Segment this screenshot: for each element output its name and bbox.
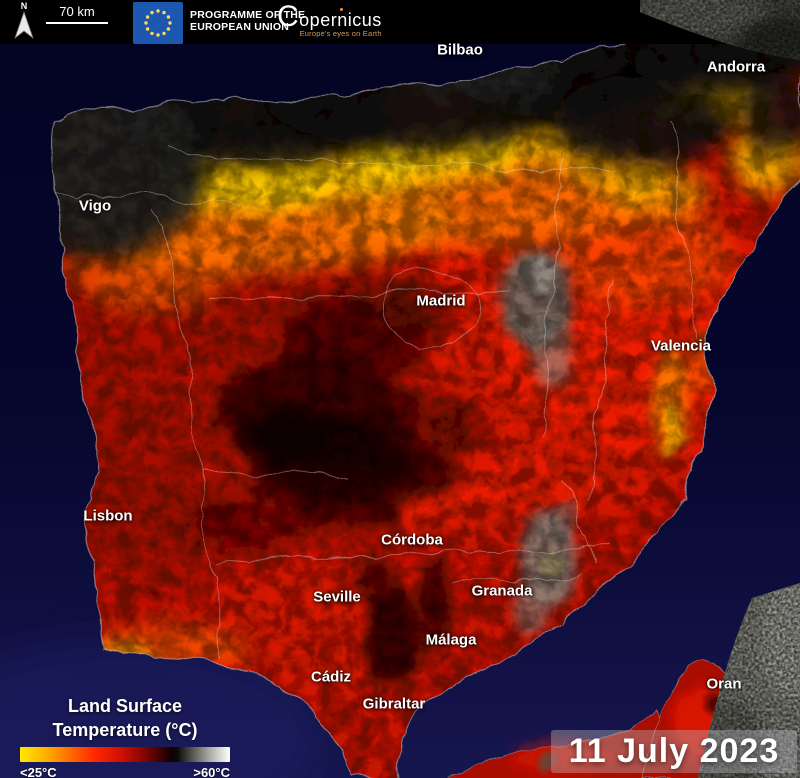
city-label-cordoba: Córdoba [381,531,443,549]
temperature-legend: Land Surface Temperature (°C) <25°C >60°… [15,694,235,778]
eu-programme-label: PROGRAMME OF THE EUROPEAN UNION [190,2,305,44]
city-label-vigo: Vigo [78,197,112,215]
city-label-granada: Granada [471,582,533,600]
city-label-lisbon: Lisbon [83,507,133,525]
legend-title-line2: Temperature (°C) [52,720,198,740]
eu-programme-line1: PROGRAMME OF THE [190,9,306,21]
north-arrow-icon [14,10,34,40]
north-label: N [20,1,28,11]
legend-title-line1: Land Surface [67,696,183,716]
eu-flag-icon [133,2,183,44]
city-label-valencia: Valencia [650,337,712,355]
north-arrow: N [10,1,38,46]
copernicus-logo: Copernicus Europe's eyes on Earth [277,0,382,38]
city-label-oran: Oran [706,675,742,693]
eu-programme-logo: PROGRAMME OF THE EUROPEAN UNION [133,2,305,44]
city-label-malaga: Málaga [425,631,477,649]
legend-gradient-bar [20,747,230,762]
scale-line [46,22,108,24]
eu-programme-line2: EUROPEAN UNION [190,21,290,33]
city-label-gibraltar: Gibraltar [362,695,426,713]
satellite-dot-icon [340,8,343,11]
copernicus-tagline: Europe's eyes on Earth [299,29,382,38]
scale-label: 70 km [59,4,95,19]
copernicus-wordmark: Copernicus [277,0,382,33]
city-label-seville: Seville [313,588,361,606]
city-label-madrid: Madrid [416,292,466,310]
date-badge: 11 July 2023 [551,730,797,773]
legend-min-label: <25°C [20,765,57,778]
legend-max-label: >60°C [193,765,230,778]
city-label-bilbao: Bilbao [437,41,483,59]
city-label-cadiz: Cádiz [310,668,352,686]
city-label-andorra: Andorra [706,58,766,76]
scale-bar: 70 km [46,5,108,24]
